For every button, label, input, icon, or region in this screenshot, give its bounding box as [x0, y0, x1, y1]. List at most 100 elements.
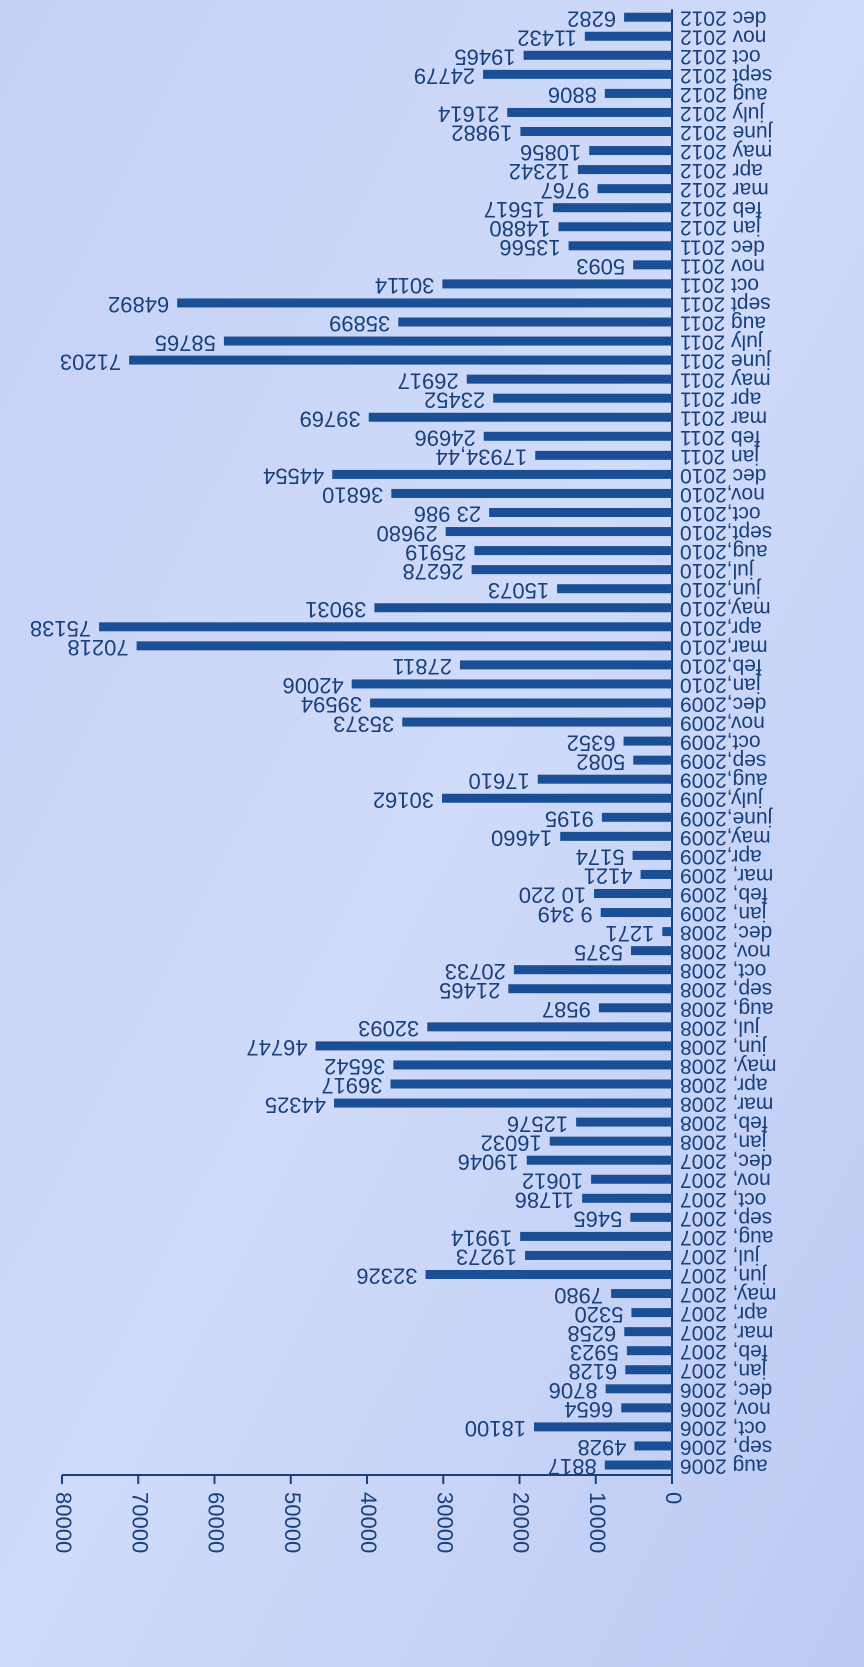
- value-label: 9195: [545, 806, 594, 831]
- value-label: 58765: [155, 330, 216, 355]
- bar: [224, 337, 672, 346]
- x-tick-label: 30000: [432, 1492, 457, 1553]
- bar: [374, 603, 672, 612]
- value-label: 30114: [375, 273, 435, 298]
- value-label: 42006: [283, 673, 344, 698]
- bar: [520, 1232, 672, 1241]
- value-label: 21614: [438, 102, 499, 127]
- bar: [594, 889, 672, 898]
- value-label: 71203: [60, 349, 121, 374]
- value-label: 14660: [491, 826, 552, 851]
- bar: [605, 1461, 672, 1470]
- bar: [316, 1041, 672, 1050]
- value-label: 5174: [576, 845, 625, 870]
- bar: [446, 527, 672, 536]
- bar: [525, 1251, 672, 1260]
- bar: [624, 13, 672, 22]
- bar: [589, 146, 672, 155]
- value-label: 39031: [305, 597, 366, 622]
- bar: [631, 946, 672, 955]
- x-tick-label: 10000: [585, 1492, 610, 1553]
- x-tick-label: 70000: [127, 1492, 152, 1553]
- value-label: 24696: [415, 425, 476, 450]
- bar: [601, 908, 672, 917]
- x-tick-label: 50000: [280, 1492, 305, 1553]
- bar: [370, 699, 672, 708]
- x-tick-label: 20000: [509, 1492, 534, 1553]
- bar: [634, 1441, 672, 1450]
- bar: [507, 108, 672, 117]
- value-label: 7980: [554, 1283, 603, 1308]
- bar: [177, 298, 672, 307]
- bar: [606, 1384, 672, 1393]
- bar: [493, 394, 672, 403]
- value-label: 46747: [246, 1035, 307, 1060]
- bar: [467, 375, 672, 384]
- bar: [460, 660, 672, 669]
- bar: [631, 1308, 672, 1317]
- bar: [489, 508, 672, 517]
- bar: [534, 1422, 672, 1431]
- bar: [641, 870, 672, 879]
- value-label: 15073: [488, 578, 549, 603]
- bar: [630, 1213, 672, 1222]
- bar: [662, 927, 672, 936]
- value-label: 9587: [542, 997, 591, 1022]
- bar: [474, 546, 672, 555]
- value-label: 64892: [108, 292, 169, 317]
- value-label: 75138: [30, 616, 91, 641]
- bar: [427, 1022, 672, 1031]
- x-tick-label: 0: [661, 1492, 686, 1504]
- bar: [599, 1003, 672, 1012]
- bar: [578, 165, 672, 174]
- value-label: 1271: [605, 921, 654, 946]
- value-label: 39769: [300, 406, 361, 431]
- x-tick-label: 80000: [51, 1492, 76, 1553]
- bar: [442, 794, 672, 803]
- bar: [582, 1194, 672, 1203]
- chart: 0100002000030000400005000060000700008000…: [0, 0, 864, 1667]
- bar: [621, 1403, 672, 1412]
- x-tick-label: 40000: [356, 1492, 381, 1553]
- value-label: 26917: [398, 368, 459, 393]
- bar: [402, 718, 672, 727]
- bar: [484, 432, 672, 441]
- value-label: 36542: [324, 1054, 385, 1079]
- value-label: 18100: [465, 1416, 526, 1441]
- value-label: 44554: [263, 464, 324, 489]
- bar: [611, 1289, 672, 1298]
- value-label: 17610: [469, 768, 530, 793]
- value-label: 10856: [520, 140, 581, 165]
- value-label: 19914: [451, 1226, 512, 1251]
- bar: [598, 184, 672, 193]
- value-label: 5465: [573, 1207, 622, 1232]
- bar: [591, 1175, 672, 1184]
- value-label: 15617: [484, 197, 545, 222]
- bar: [514, 965, 672, 974]
- bar: [550, 1137, 672, 1146]
- value-label: 35899: [329, 311, 390, 336]
- value-label: 4928: [577, 1435, 626, 1460]
- y-tick-label: dec 2012: [680, 7, 766, 30]
- value-label: 6282: [567, 6, 616, 31]
- bar: [352, 679, 672, 688]
- bar: [633, 851, 672, 860]
- bar: [557, 584, 672, 593]
- bar: [624, 737, 672, 746]
- bar: [633, 260, 672, 269]
- bar: [442, 279, 672, 288]
- value-label: 10 220: [519, 883, 586, 908]
- bar: [576, 1118, 672, 1127]
- bar: [535, 451, 672, 460]
- value-label: 19465: [454, 44, 515, 69]
- page: {"chart_data": {"type": "bar", "orientat…: [0, 0, 864, 1667]
- value-label: 27811: [392, 654, 452, 679]
- bar: [553, 203, 672, 212]
- bar: [99, 622, 672, 631]
- bar: [332, 470, 672, 479]
- bar: [426, 1270, 672, 1279]
- bar: [602, 813, 672, 822]
- bar: [398, 318, 672, 327]
- bar: [483, 70, 672, 79]
- value-label: 36810: [322, 483, 383, 508]
